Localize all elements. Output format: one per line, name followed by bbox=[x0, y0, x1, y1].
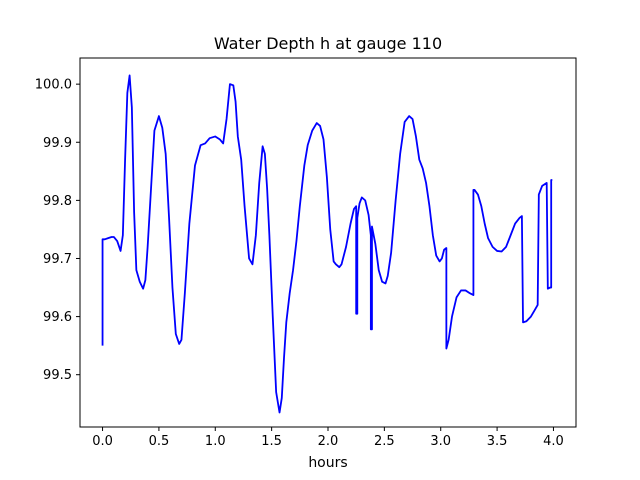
x-tick-label: 0.5 bbox=[149, 434, 170, 449]
chart-title: Water Depth h at gauge 110 bbox=[214, 34, 442, 53]
x-tick-label: 3.5 bbox=[487, 434, 508, 449]
x-axis-label: hours bbox=[308, 455, 347, 471]
axes-frame bbox=[79, 57, 577, 428]
x-tick-label: 1.5 bbox=[261, 434, 282, 449]
x-tick-label: 4.0 bbox=[543, 434, 564, 449]
x-tick-label: 3.0 bbox=[430, 434, 451, 449]
y-tick-label: 99.6 bbox=[43, 310, 72, 325]
y-tick-label: 99.5 bbox=[43, 368, 72, 383]
x-tick-label: 0.0 bbox=[92, 434, 113, 449]
plot-area bbox=[101, 74, 553, 414]
x-axis: 0.0 0.5 1.0 1.5 2.0 2.5 3.0 3.5 4.0 bbox=[92, 427, 564, 449]
y-tick-label: 99.9 bbox=[43, 136, 72, 151]
y-tick-label: 99.7 bbox=[43, 252, 72, 267]
y-axis: 99.5 99.6 99.7 99.8 99.9 100.0 bbox=[35, 78, 80, 383]
x-tick-label: 2.5 bbox=[374, 434, 395, 449]
x-tick-label: 2.0 bbox=[318, 434, 339, 449]
x-tick-label: 1.0 bbox=[205, 434, 226, 449]
y-tick-label: 100.0 bbox=[35, 78, 72, 93]
water-depth-line bbox=[101, 74, 553, 414]
y-tick-label: 99.8 bbox=[43, 194, 72, 209]
